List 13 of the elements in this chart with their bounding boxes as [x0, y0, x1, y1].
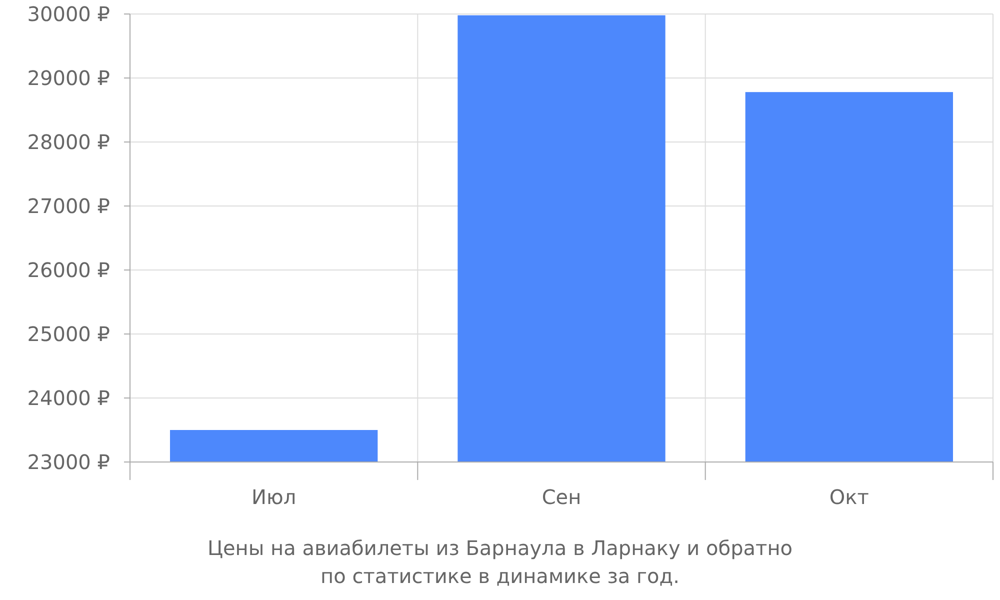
y-tick-label: 23000 ₽ [27, 450, 110, 474]
x-tick-label: Окт [829, 485, 870, 509]
x-tick-label: Сен [542, 485, 582, 509]
y-tick-label: 27000 ₽ [27, 194, 110, 218]
x-tick-label: Июл [252, 485, 296, 509]
text: по статистике в динамике за год. [320, 564, 680, 588]
y-tick-label: 30000 ₽ [27, 2, 110, 26]
y-tick-label: 25000 ₽ [27, 322, 110, 346]
text: Цены на авиабилеты из Барнаула в Ларнаку и обратно [207, 536, 793, 560]
y-tick-label: 29000 ₽ [27, 66, 110, 90]
y-tick-label: 24000 ₽ [27, 386, 110, 410]
y-tick-label: 28000 ₽ [27, 130, 110, 154]
y-tick-label: 26000 ₽ [27, 258, 110, 282]
